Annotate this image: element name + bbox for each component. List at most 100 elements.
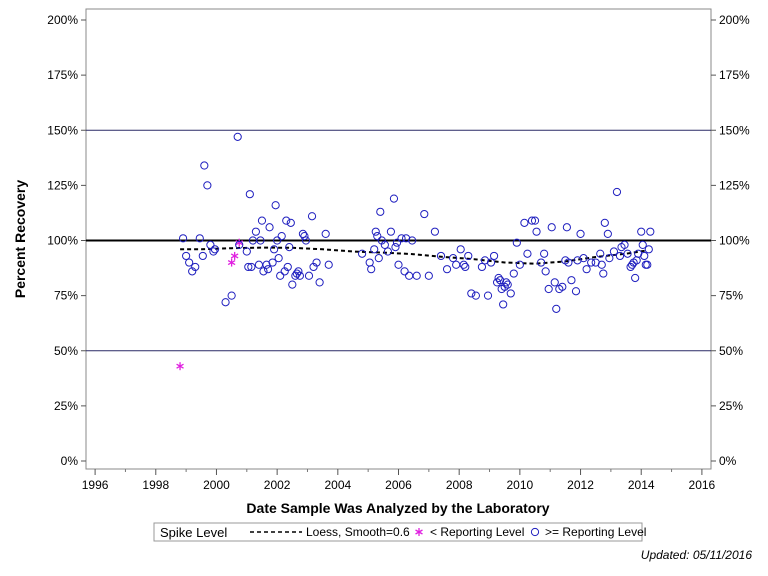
y-tick-label-left: 25% [54, 399, 78, 413]
data-point-circle [286, 218, 295, 227]
data-point-circle [483, 291, 493, 300]
data-point-circle [471, 291, 480, 300]
data-point-circle [263, 265, 273, 274]
y-tick-label-left: 150% [47, 123, 78, 137]
data-point-circle [309, 262, 318, 272]
legend-title: Spike Level [160, 525, 227, 540]
x-tick-label: 2008 [446, 478, 473, 492]
data-point-asterisk [235, 238, 244, 247]
y-tick-label-left: 0% [61, 454, 79, 468]
data-point-circle [221, 298, 230, 307]
y-tick-label-left: 50% [54, 344, 78, 358]
data-point-circle [373, 231, 382, 241]
data-point-circle [300, 231, 309, 241]
data-point-circle [412, 271, 421, 280]
data-point-circle [268, 258, 277, 267]
x-tick-label: 2014 [628, 478, 655, 492]
data-point-circle [210, 245, 220, 254]
data-point-circle [235, 240, 244, 250]
y-tick-label-right: 25% [719, 399, 743, 413]
data-point-circle [203, 181, 212, 190]
data-point-circle [371, 227, 380, 236]
y-axis-title: Percent Recovery [12, 180, 28, 299]
data-point-circle [242, 247, 251, 256]
data-point-circle [256, 236, 265, 245]
data-point-circle [282, 216, 291, 225]
legend-circle-swatch [530, 527, 540, 537]
data-point-circle [494, 273, 503, 283]
updated-note: Updated: 05/11/2016 [640, 548, 752, 562]
data-point-circle [285, 243, 294, 252]
data-point-circle [200, 161, 209, 170]
legend-asterisk-label: < Reporting Level [430, 525, 524, 539]
data-point-circle [386, 227, 396, 236]
data-point-circle [459, 260, 468, 269]
data-point-circle [288, 280, 297, 289]
data-point-circle [536, 258, 546, 267]
data-point-circle [456, 245, 465, 254]
data-point-circle [449, 254, 458, 263]
y-tick-label-right: 0% [719, 454, 737, 468]
data-point-circle [587, 258, 596, 267]
data-point-circle [188, 267, 197, 276]
x-tick-label: 2012 [567, 478, 594, 492]
data-point-circle [640, 251, 649, 261]
data-point-circle [191, 262, 200, 272]
data-point-circle [544, 284, 553, 294]
data-point-circle [579, 254, 588, 263]
y-tick-label-right: 200% [719, 13, 750, 27]
x-tick-label: 2006 [385, 478, 412, 492]
data-point-circle [392, 238, 402, 247]
y-tick-label-right: 100% [719, 234, 750, 248]
data-point-circle [540, 249, 549, 258]
data-point-circle [383, 247, 392, 256]
data-point-circle [564, 258, 573, 267]
y-tick-label-right: 50% [719, 344, 743, 358]
data-point-circle [280, 267, 289, 276]
data-point-circle [552, 304, 561, 313]
data-point-circle [283, 262, 292, 272]
data-point-circle [527, 216, 537, 225]
data-point-circle [509, 269, 518, 278]
data-point-circle [324, 260, 333, 269]
data-point-circle [597, 260, 606, 269]
data-point-circle [420, 209, 429, 219]
x-axis-title: Date Sample Was Analyzed by the Laborato… [246, 500, 549, 516]
data-point-asterisk [176, 362, 184, 371]
x-tick-label: 2000 [203, 478, 230, 492]
data-point-circle [547, 223, 556, 232]
data-point-circle [244, 262, 253, 272]
x-tick-label: 1998 [142, 478, 169, 492]
data-point-circle [304, 271, 314, 280]
data-point-circle [626, 262, 635, 272]
x-tick-label: 1996 [82, 478, 109, 492]
y-tick-label-left: 75% [54, 289, 78, 303]
data-point-circle [397, 234, 406, 243]
data-point-circle [571, 287, 581, 296]
data-point-circle [312, 258, 321, 267]
data-point-circle [198, 251, 207, 261]
data-point-circle [294, 267, 303, 276]
legend-asterisk-swatch [415, 528, 423, 536]
data-point-circle [631, 273, 640, 283]
data-point-circle [644, 245, 653, 254]
data-point-circle [596, 249, 605, 258]
x-tick-label: 2016 [689, 478, 716, 492]
y-tick-label-right: 175% [719, 68, 750, 82]
legend-loess-label: Loess, Smooth=0.6 [306, 525, 410, 539]
data-point-circle [609, 247, 619, 256]
data-point-circle [291, 271, 300, 280]
data-point-circle [365, 258, 374, 267]
data-point-circle [461, 262, 470, 272]
data-point-circle [582, 265, 591, 274]
data-point-circle [376, 207, 385, 216]
data-point-circle [370, 245, 379, 254]
data-point-circle [637, 227, 646, 236]
data-point-circle [499, 300, 508, 309]
data-point-circle [276, 271, 285, 280]
data-point-circle [503, 280, 512, 289]
data-point-circle [615, 251, 625, 261]
data-point-circle [245, 190, 254, 199]
data-point-circle [295, 271, 304, 280]
data-point-circle [185, 258, 194, 267]
